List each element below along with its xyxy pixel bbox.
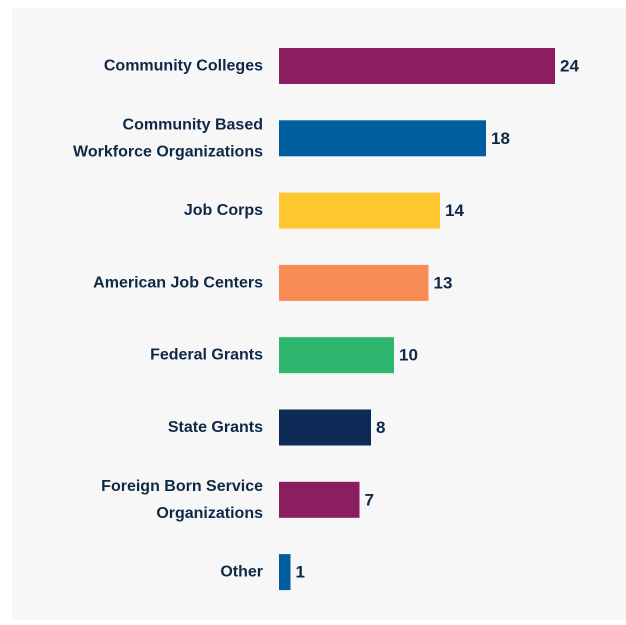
value-label-foreign-born-service-organizations: 7	[365, 490, 374, 509]
category-label-foreign-born-service-organizations: Foreign Born Service Organizations	[101, 478, 263, 522]
category-label-line: Job Corps	[184, 202, 263, 219]
category-label-line: American Job Centers	[93, 274, 263, 291]
value-label-state-grants: 8	[376, 418, 385, 437]
category-label-line: State Grants	[168, 419, 263, 436]
bars-layer	[279, 48, 555, 591]
category-label-line: Foreign Born Service	[101, 478, 263, 495]
bar-other	[279, 554, 291, 591]
value-label-other: 1	[296, 563, 305, 582]
chart-panel: Community Colleges Community Based Workfor…	[12, 8, 626, 620]
category-label-line: Federal Grants	[150, 347, 263, 364]
category-label-line: Other	[220, 564, 263, 581]
bar-foreign-born-service-organizations	[279, 481, 360, 518]
category-label-federal-grants: Federal Grants	[150, 347, 263, 364]
value-label-community-based-workforce-organizations: 18	[491, 129, 510, 148]
bar-state-grants	[279, 409, 371, 446]
category-label-line: Community Colleges	[104, 58, 263, 75]
bar-community-colleges	[279, 48, 555, 84]
bar-american-job-centers	[279, 264, 429, 301]
bar-chart: Community Colleges Community Based Workfor…	[73, 48, 580, 591]
category-label-american-job-centers: American Job Centers	[93, 274, 263, 291]
category-label-state-grants: State Grants	[168, 419, 263, 436]
category-label-line: Workforce Organizations	[73, 143, 263, 160]
value-label-american-job-centers: 13	[434, 273, 453, 292]
value-label-federal-grants: 10	[399, 346, 418, 365]
category-label-line: Community Based	[123, 116, 263, 133]
value-label-job-corps: 14	[445, 201, 464, 220]
bar-job-corps	[279, 192, 440, 229]
category-labels: Community Colleges Community Based Workfor…	[73, 58, 263, 581]
value-label-community-colleges: 24	[560, 57, 579, 76]
category-label-other: Other	[220, 564, 263, 581]
value-labels: 24 18 14 13 10 8 7 1	[296, 57, 580, 582]
category-label-community-colleges: Community Colleges	[104, 58, 263, 75]
category-label-job-corps: Job Corps	[184, 202, 263, 219]
bar-community-based-workforce-organizations	[279, 120, 486, 157]
category-label-line: Organizations	[156, 505, 263, 522]
bar-federal-grants	[279, 337, 394, 374]
category-label-community-based-workforce-organizations: Community Based Workforce Organizations	[73, 116, 263, 160]
